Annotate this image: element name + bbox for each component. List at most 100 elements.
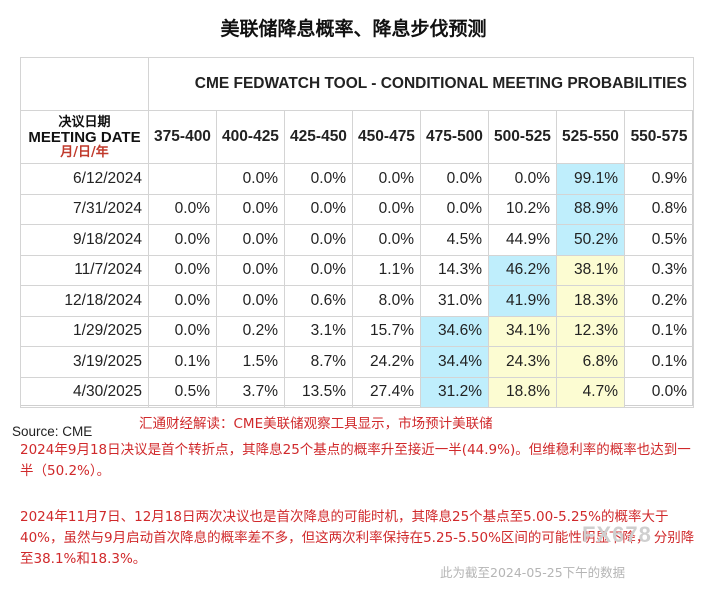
table-row: 6/12/2024 0.0% 0.0% 0.0% 0.0% 0.0% 99.1% 0.9%	[20, 163, 695, 195]
probability-cell: 3.1%	[284, 315, 353, 347]
analysis-note-intro: 汇通财经解读：CME美联储观察工具显示，市场预计美联储	[139, 416, 493, 432]
probability-cell: 0.0%	[352, 224, 421, 256]
probability-cell: 0.1%	[623, 315, 695, 347]
meeting-date-cell: 3/19/2025	[20, 346, 149, 378]
probability-cell: 18.3%	[556, 285, 625, 317]
probability-cell: 24.3%	[488, 346, 557, 378]
probability-cell: 13.5%	[284, 376, 353, 408]
rate-range-header: 475-500	[420, 110, 489, 164]
probability-cell: 0.0%	[216, 254, 285, 286]
meeting-date-header-format: 月/日/年	[60, 144, 109, 160]
rate-range-header: 375-400	[148, 110, 217, 164]
probability-cell: 0.0%	[352, 193, 421, 225]
meeting-date-header-cn: 决议日期	[58, 114, 111, 130]
probability-cell: 6.8%	[556, 346, 625, 378]
probability-cell: 0.2%	[623, 285, 695, 317]
probability-cell: 88.9%	[556, 193, 625, 225]
probability-cell: 0.0%	[420, 163, 489, 195]
fx678-watermark-logo: FX678	[582, 522, 652, 547]
table-row: 3/19/2025 0.1% 1.5% 8.7% 24.2% 34.4% 24.3% 6.8%…	[20, 346, 695, 378]
rate-range-header: 525-550	[556, 110, 625, 164]
probability-cell: 0.0%	[216, 224, 285, 256]
probability-cell: 3.7%	[216, 376, 285, 408]
table-row: 11/7/2024 0.0% 0.0% 0.0% 1.1% 14.3% 46.2% 38.1%…	[20, 254, 695, 286]
meeting-date-cell: 7/31/2024	[20, 193, 149, 225]
rate-range-header: 450-475	[352, 110, 421, 164]
probability-cell: 8.0%	[352, 285, 421, 317]
probability-cell: 1.1%	[352, 254, 421, 286]
probability-cell: 31.2%	[420, 376, 489, 408]
probability-cell: 44.9%	[488, 224, 557, 256]
probability-cell: 31.0%	[420, 285, 489, 317]
analysis-note-paragraph-2: 2024年11月7日、12月18日两次决议也是首次降息的可能时机，其降息25个基…	[20, 509, 695, 567]
probability-cell: 27.4%	[352, 376, 421, 408]
table-row: 7/31/2024 0.0% 0.0% 0.0% 0.0% 0.0% 10.2% 88.9% 0…	[20, 193, 695, 225]
source-label: Source: CME	[12, 424, 93, 439]
probability-cell: 4.7%	[556, 376, 625, 408]
probability-cell	[148, 163, 217, 195]
meeting-date-cell: 9/18/2024	[20, 224, 149, 256]
data-date-watermark: 此为截至2024-05-25下午的数据	[440, 565, 626, 580]
probability-cell: 0.0%	[148, 224, 217, 256]
probability-cell: 34.4%	[420, 346, 489, 378]
probability-cell: 10.2%	[488, 193, 557, 225]
probability-cell: 0.0%	[148, 315, 217, 347]
rate-range-header: 500-525	[488, 110, 557, 164]
probability-cell: 24.2%	[352, 346, 421, 378]
probability-cell: 0.5%	[623, 224, 695, 256]
probability-cell: 0.0%	[148, 254, 217, 286]
meeting-date-header-en: MEETING DATE	[28, 128, 141, 146]
table-row: 4/30/2025 0.5% 3.7% 13.5% 27.4% 31.2% 18.8% 4.7…	[20, 376, 695, 408]
probability-cell: 14.3%	[420, 254, 489, 286]
meeting-date-cell: 1/29/2025	[20, 315, 149, 347]
probability-cell: 1.5%	[216, 346, 285, 378]
probability-cell: 0.0%	[420, 193, 489, 225]
probability-cell: 0.1%	[148, 346, 217, 378]
table-title: CME FEDWATCH TOOL - CONDITIONAL MEETING …	[147, 57, 695, 111]
probability-cell: 0.2%	[216, 315, 285, 347]
analysis-note-paragraph-1: 2024年9月18日决议是首个转折点，其降息25个基点的概率升至接近一半(44.…	[20, 442, 691, 479]
probability-cell: 0.0%	[488, 163, 557, 195]
table-row: 12/18/2024 0.0% 0.0% 0.6% 8.0% 31.0% 41.9% 18.3…	[20, 285, 695, 317]
rate-range-header: 550-575	[623, 110, 695, 164]
probability-cell: 4.5%	[420, 224, 489, 256]
rate-range-header: 400-425	[216, 110, 285, 164]
table-row: 1/29/2025 0.0% 0.2% 3.1% 15.7% 34.6% 34.1% 12.3…	[20, 315, 695, 347]
meeting-date-cell: 11/7/2024	[20, 254, 149, 286]
page-title: 美联储降息概率、降息步伐预测	[220, 18, 487, 40]
probability-cell: 0.0%	[284, 193, 353, 225]
probability-cell: 0.0%	[148, 285, 217, 317]
probability-cell: 0.9%	[623, 163, 695, 195]
probability-cell: 0.1%	[623, 346, 695, 378]
probability-cell: 12.3%	[556, 315, 625, 347]
probability-cell: 0.0%	[284, 163, 353, 195]
table-row: 9/18/2024 0.0% 0.0% 0.0% 0.0% 4.5% 44.9% 50.2% 0…	[20, 224, 695, 256]
probability-cell: 0.0%	[623, 376, 695, 408]
probability-cell: 0.5%	[148, 376, 217, 408]
probability-cell: 0.8%	[623, 193, 695, 225]
probability-cell: 0.3%	[623, 254, 695, 286]
probability-cell: 34.6%	[420, 315, 489, 347]
probability-cell: 0.6%	[284, 285, 353, 317]
probability-cell: 99.1%	[556, 163, 625, 195]
meeting-date-cell: 12/18/2024	[20, 285, 149, 317]
probability-cell: 15.7%	[352, 315, 421, 347]
probability-table: CME FEDWATCH TOOL - CONDITIONAL MEETING …	[20, 57, 695, 408]
meeting-date-header: 决议日期 MEETING DATE 月/日/年	[20, 110, 149, 164]
probability-cell: 0.0%	[148, 193, 217, 225]
rate-range-header: 425-450	[284, 110, 353, 164]
probability-cell: 34.1%	[488, 315, 557, 347]
probability-cell: 0.0%	[284, 224, 353, 256]
probability-cell: 18.8%	[488, 376, 557, 408]
meeting-date-cell: 4/30/2025	[20, 376, 149, 408]
probability-cell: 0.0%	[352, 163, 421, 195]
probability-cell: 8.7%	[284, 346, 353, 378]
probability-cell: 41.9%	[488, 285, 557, 317]
probability-cell: 0.0%	[216, 285, 285, 317]
probability-cell: 0.0%	[216, 193, 285, 225]
probability-cell: 46.2%	[488, 254, 557, 286]
probability-cell: 0.0%	[284, 254, 353, 286]
corner-cell	[20, 57, 149, 111]
probability-cell: 38.1%	[556, 254, 625, 286]
probability-cell: 0.0%	[216, 163, 285, 195]
